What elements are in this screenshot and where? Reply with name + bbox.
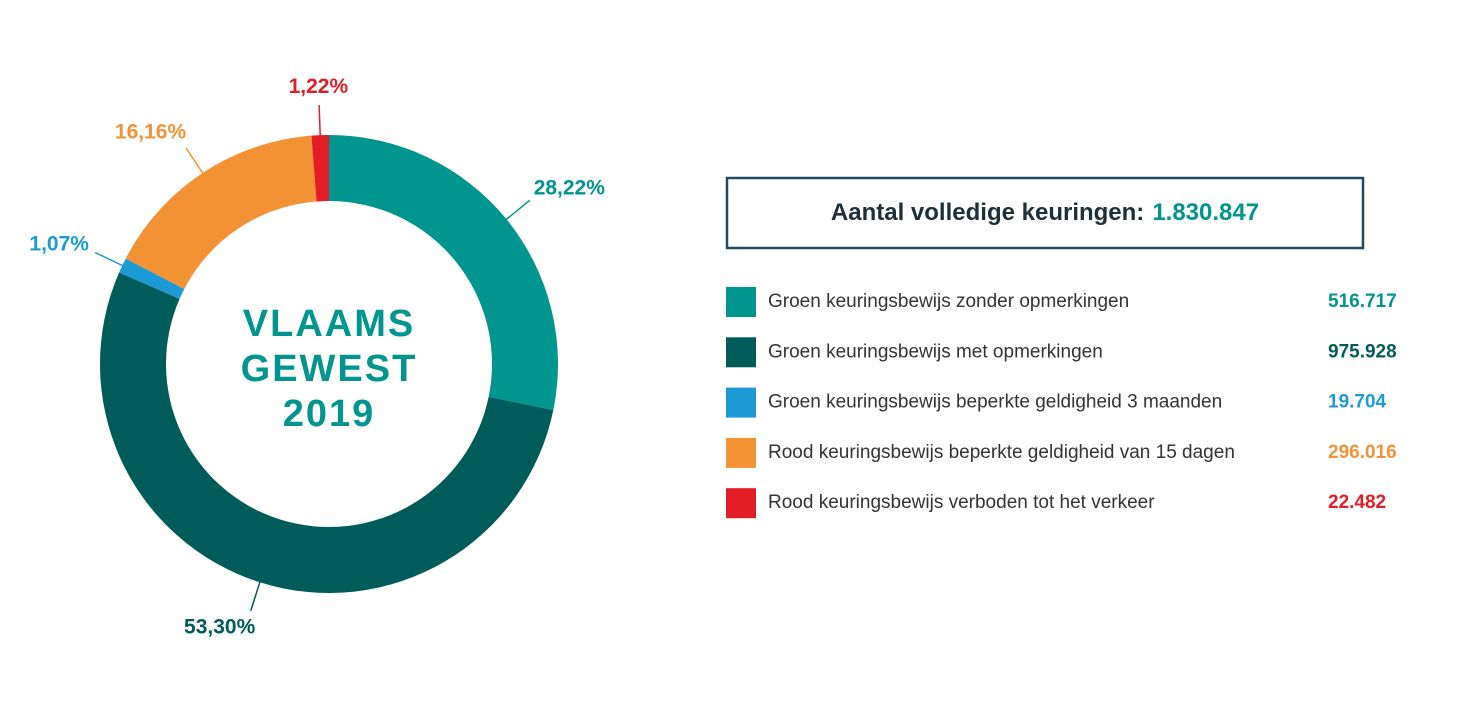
- leader-line: [318, 105, 322, 144]
- legend-label: Groen keuringsbewijs met opmerkingen: [768, 341, 1103, 362]
- count-value: 516.717: [1328, 291, 1397, 312]
- leader-line: [250, 574, 263, 612]
- leader-line: [499, 199, 531, 225]
- donut-slice: [119, 258, 185, 299]
- count-value: 975.928: [1328, 341, 1397, 362]
- legend-label: Rood keuringsbewijs verboden tot het ver…: [768, 492, 1155, 513]
- legend-label: Groen keuringsbewijs beperkte geldigheid…: [768, 392, 1222, 413]
- donut-slice: [100, 272, 554, 593]
- value-label: 28,22%: [534, 177, 606, 200]
- value-label: 1,07%: [29, 232, 89, 255]
- value-label: 1,22%: [289, 75, 349, 98]
- donut-slice: [329, 135, 558, 411]
- center-label: VLAAMS: [243, 303, 415, 345]
- center-label: 2019: [283, 393, 376, 435]
- value-label: 16,16%: [115, 121, 187, 144]
- legend-label: Groen keuringsbewijs zonder opmerkingen: [768, 291, 1129, 312]
- total-value: 1.830.847: [1152, 199, 1259, 226]
- leader-line: [94, 251, 130, 270]
- legend-label: Rood keuringsbewijs beperkte geldigheid …: [768, 442, 1235, 463]
- count-value: 19.704: [1328, 392, 1387, 413]
- legend-swatch: [726, 287, 756, 317]
- leader-line: [185, 147, 208, 181]
- count-value: 296.016: [1328, 442, 1397, 463]
- donut-slice: [311, 135, 329, 202]
- center-label: GEWEST: [241, 348, 418, 390]
- legend-swatch: [726, 387, 756, 418]
- count-value: 22.482: [1328, 492, 1386, 513]
- total-line: Aantal volledige keuringen: 1.830.847: [831, 199, 1259, 226]
- total-title: Aantal volledige keuringen:: [831, 199, 1144, 226]
- legend-swatch: [726, 337, 756, 368]
- total-box: [725, 176, 1365, 250]
- legend-swatch: [726, 488, 756, 519]
- legend-swatch: [726, 437, 756, 468]
- donut-slice: [125, 135, 317, 289]
- value-label: 53,30%: [184, 616, 256, 639]
